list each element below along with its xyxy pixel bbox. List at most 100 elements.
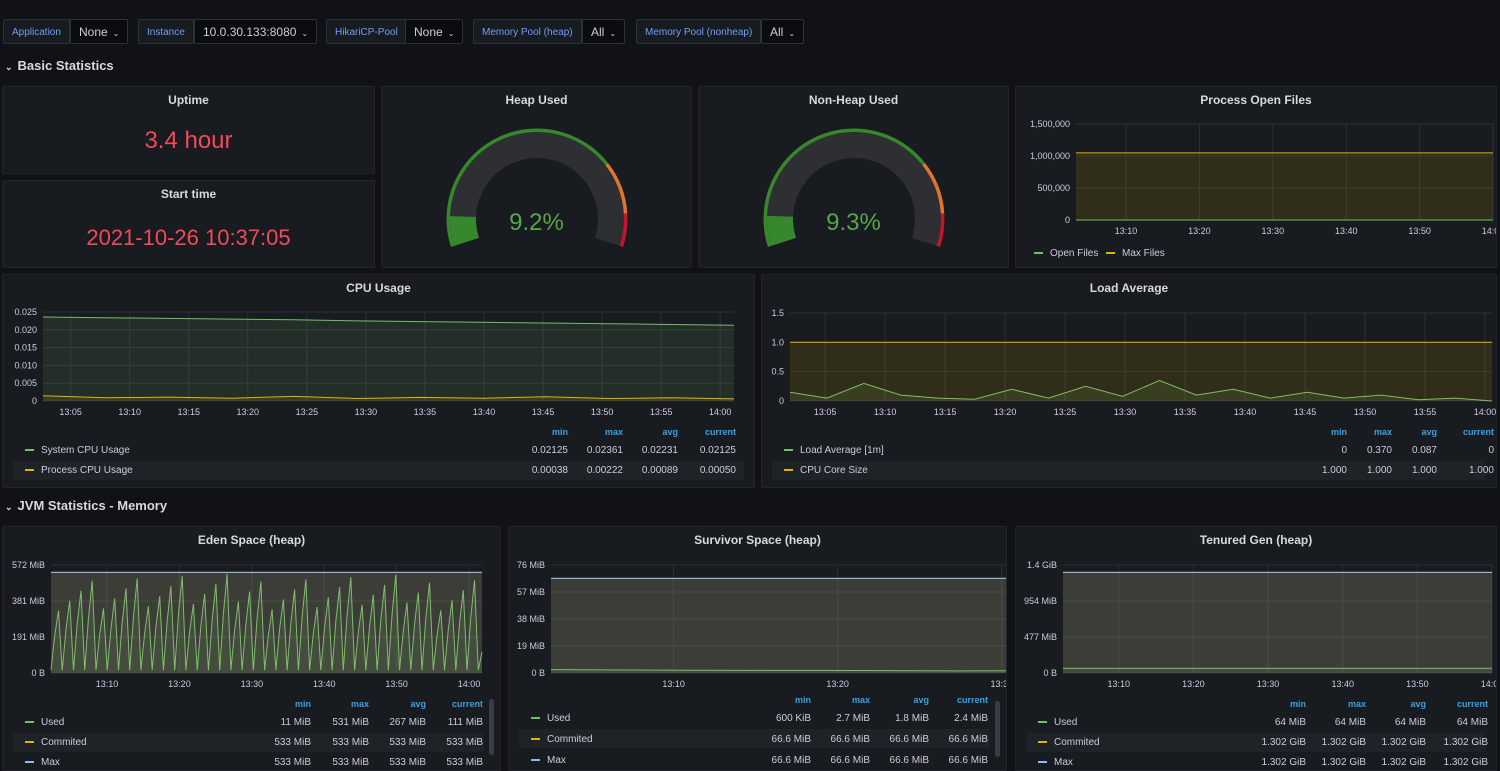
legend-cpu-core-size[interactable]: CPU Core Size (784, 465, 868, 476)
legend-max[interactable]: Max (1038, 757, 1073, 768)
x-tick-label: 13:40 (473, 407, 496, 417)
legend-header-current[interactable]: current (1456, 699, 1488, 709)
legend-commited[interactable]: Commited (531, 734, 593, 745)
legend-header-current[interactable]: current (451, 699, 483, 709)
legend-value: 66.6 MiB (771, 734, 811, 745)
legend-header-min[interactable]: min (294, 699, 311, 709)
start-time-value: 2021-10-26 10:37:05 (86, 225, 291, 250)
y-tick-label: 500,000 (1037, 183, 1070, 193)
var-value: All (770, 25, 784, 39)
series-line (789, 379, 1493, 402)
legend-swatch (1034, 252, 1043, 255)
x-tick-label: 13:30 (1262, 226, 1285, 236)
y-tick-label: 57 MiB (517, 587, 545, 597)
legend-header-max[interactable]: max (350, 699, 369, 709)
legend-scrollbar[interactable] (489, 699, 494, 755)
row-jvm-memory[interactable]: ⌄ JVM Statistics - Memory (5, 498, 167, 513)
legend-header-max[interactable]: max (604, 427, 623, 437)
legend-swatch (1038, 741, 1047, 744)
panel-title: Survivor Space (heap) (694, 533, 821, 547)
legend-label: Max Files (1122, 248, 1165, 259)
legend-value: 533 MiB (332, 757, 369, 768)
var-label-memory-nonheap: Memory Pool (nonheap) (636, 19, 762, 44)
var-select-hikaricp[interactable]: None ⌄ (405, 19, 464, 44)
legend-header-current[interactable]: current (956, 695, 988, 705)
legend-value: 533 MiB (446, 737, 483, 748)
y-tick-label: 0.005 (14, 378, 37, 388)
legend-value: 267 MiB (389, 717, 426, 728)
legend-value: 0.00089 (641, 465, 678, 476)
legend-header-max[interactable]: max (1347, 699, 1366, 709)
y-tick-label: 1.0 (771, 337, 784, 347)
legend-header-min[interactable]: min (1289, 699, 1306, 709)
var-value: None (414, 25, 443, 39)
open-files-chart: 1,500,000 1,000,000 500,000 0 13:10 13:20 13:3… (1030, 119, 1496, 236)
chevron-down-icon: ⌄ (788, 29, 796, 38)
legend-value: 64 MiB (1334, 717, 1366, 728)
legend-label: Process CPU Usage (41, 465, 133, 476)
legend-scrollbar[interactable] (995, 701, 1000, 757)
y-tick-label: 191 MiB (12, 632, 45, 642)
y-tick-label: 0 B (531, 668, 545, 678)
gauge-threshold-band (935, 213, 945, 247)
var-select-memory-heap[interactable]: All ⌄ (582, 19, 626, 44)
legend-header-avg[interactable]: avg (913, 695, 929, 705)
legend-header-current[interactable]: current (1462, 427, 1494, 437)
y-tick-label: 0.5 (771, 367, 784, 377)
legend-value: 64 MiB (1274, 717, 1306, 728)
legend-load-average[interactable]: Load Average [1m] (784, 445, 884, 456)
x-tick-label: 13:30 (1257, 679, 1280, 689)
var-select-instance[interactable]: 10.0.30.133:8080 ⌄ (194, 19, 318, 44)
legend-header-avg[interactable]: avg (410, 699, 426, 709)
row-title: Basic Statistics (17, 58, 114, 73)
legend-header-avg[interactable]: avg (1410, 699, 1426, 709)
x-tick-label: 13:55 (1414, 407, 1437, 417)
x-tick-label: 13:50 (1406, 679, 1429, 689)
series-fill (1063, 572, 1492, 673)
legend-header-max[interactable]: max (1373, 427, 1392, 437)
y-tick-label: 1,000,000 (1030, 151, 1070, 161)
y-tick-label: 1.5 (771, 308, 784, 318)
legend-header-avg[interactable]: avg (662, 427, 678, 437)
legend-value: 2.7 MiB (836, 713, 870, 724)
legend-used[interactable]: Used (531, 713, 570, 724)
legend-used[interactable]: Used (1038, 717, 1077, 728)
series-fill (551, 578, 1006, 673)
legend-value: 0.370 (1366, 445, 1392, 456)
chevron-down-icon: ⌄ (609, 29, 617, 38)
legend-used[interactable]: Used (25, 717, 64, 728)
var-value: All (591, 25, 605, 39)
cpu-chart: 0.025 0.020 0.015 0.010 0.005 0 13:05 13:10 13:1… (14, 307, 735, 417)
y-tick-label: 76 MiB (517, 560, 545, 570)
var-select-application[interactable]: None ⌄ (70, 19, 129, 44)
legend-value: 1.302 GiB (1443, 737, 1488, 748)
legend-header-min[interactable]: min (794, 695, 811, 705)
row-basic-statistics[interactable]: ⌄ Basic Statistics (5, 58, 114, 73)
x-tick-label: 13:40 (1335, 226, 1358, 236)
legend-max-files[interactable]: Max Files (1106, 248, 1165, 259)
legend-commited[interactable]: Commited (25, 737, 87, 748)
legend-max[interactable]: Max (25, 757, 60, 768)
legend-value: 533 MiB (446, 757, 483, 768)
gauge-threshold-band (921, 163, 945, 214)
var-select-memory-nonheap[interactable]: All ⌄ (761, 19, 805, 44)
legend-header-min[interactable]: min (551, 427, 568, 437)
legend-process-cpu[interactable]: Process CPU Usage (25, 465, 133, 476)
y-tick-label: 0.010 (14, 360, 37, 370)
legend-header-avg[interactable]: avg (1421, 427, 1437, 437)
var-value: None (79, 25, 108, 39)
legend-max[interactable]: Max (531, 755, 566, 766)
legend-label: Used (41, 717, 65, 728)
legend-header-max[interactable]: max (851, 695, 870, 705)
legend-value: 533 MiB (389, 737, 426, 748)
legend-commited[interactable]: Commited (1038, 737, 1100, 748)
panel-title: Tenured Gen (heap) (1199, 533, 1313, 547)
x-tick-label: 13:25 (1054, 407, 1077, 417)
panel-uptime: Uptime 3.4 hour (2, 86, 375, 174)
legend-system-cpu[interactable]: System CPU Usage (25, 445, 130, 456)
chevron-down-icon: ⌄ (447, 29, 455, 38)
legend-header-min[interactable]: min (1330, 427, 1347, 437)
x-tick-label: 13:10 (1108, 679, 1131, 689)
legend-open-files[interactable]: Open Files (1034, 248, 1098, 259)
legend-header-current[interactable]: current (704, 427, 736, 437)
